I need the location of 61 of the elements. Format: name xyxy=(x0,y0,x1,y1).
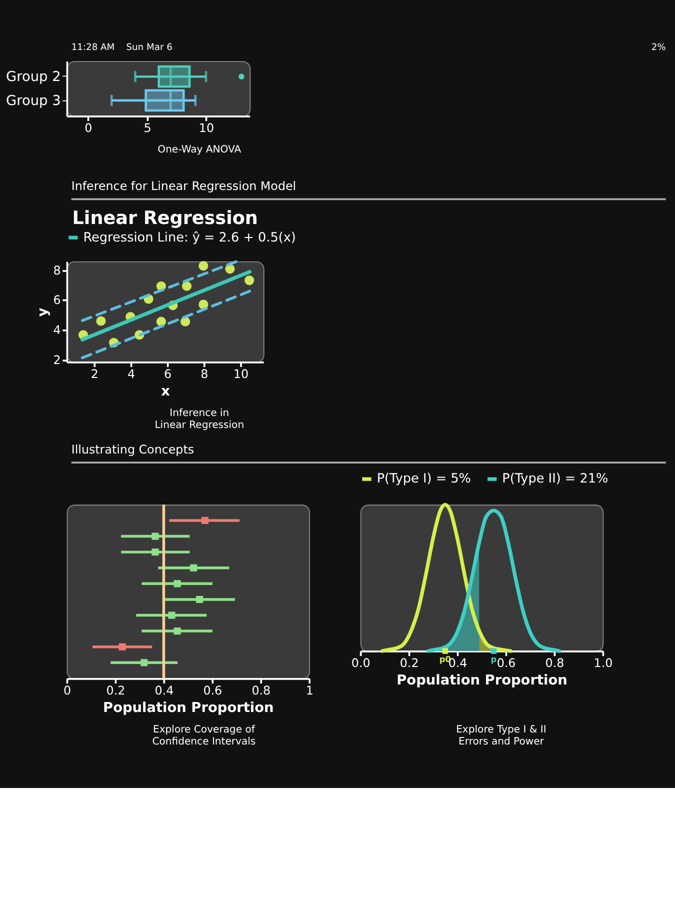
y-tick-label: Group 2 xyxy=(6,69,61,86)
x-tick-label: 0 xyxy=(63,683,72,698)
x-tick-label: 4 xyxy=(127,366,136,381)
x-tick-label: 1 xyxy=(306,683,314,698)
text: Sun Mar 6 xyxy=(126,43,173,54)
point xyxy=(190,564,198,572)
x-tick-label: 0.0 xyxy=(351,656,370,670)
x-tick-label: 1.0 xyxy=(594,656,613,670)
x-tick-label: 0 xyxy=(84,120,92,135)
x-tick-label: 10 xyxy=(233,366,249,381)
y-tick-label: 6 xyxy=(53,293,61,308)
x-tick-label: 5 xyxy=(144,120,152,135)
point xyxy=(201,516,208,524)
point xyxy=(182,281,192,291)
y-tick-label: 8 xyxy=(53,263,61,278)
y-tick-label: 4 xyxy=(53,323,61,338)
text: One-Way ANOVA xyxy=(158,144,242,156)
annotation: p0 xyxy=(439,654,452,664)
x-axis-title: x xyxy=(161,383,170,400)
point xyxy=(244,276,254,286)
point xyxy=(198,300,208,310)
x-tick-label: 10 xyxy=(198,120,214,135)
point xyxy=(196,596,204,603)
text: Inference for Linear Regression Model xyxy=(71,179,296,194)
text: Explore Coverage of Confidence Intervals xyxy=(152,724,256,748)
text: Illustrating Concepts xyxy=(71,442,194,456)
x-axis-title: Population Proportion xyxy=(396,672,568,688)
y-tick-label: Group 3 xyxy=(6,93,61,110)
x-tick-label: 2 xyxy=(90,366,98,381)
x-tick-label: 0.2 xyxy=(400,656,419,670)
point xyxy=(152,532,159,540)
point xyxy=(96,316,106,326)
x-tick-label: 0.2 xyxy=(106,683,126,698)
point xyxy=(198,261,208,271)
text: 2% xyxy=(651,43,666,54)
point xyxy=(174,628,181,635)
x-tick-label: 8 xyxy=(200,366,208,381)
legend-label: P(Type I) = 5% xyxy=(376,472,471,487)
x-tick-label: 0.4 xyxy=(154,683,174,698)
text: Inference in Linear Regression xyxy=(154,408,244,431)
text: 11:28 AM xyxy=(71,43,115,54)
point xyxy=(168,612,176,619)
text: Explore Type I & II Errors and Power xyxy=(456,724,546,748)
x-tick-label: 0.8 xyxy=(545,656,564,670)
point xyxy=(118,643,126,650)
point xyxy=(156,316,166,326)
x-tick-label: 0.8 xyxy=(252,683,271,698)
chart-title: Linear Regression xyxy=(72,208,258,229)
point xyxy=(180,316,190,326)
x-tick-label: 0.6 xyxy=(496,656,516,670)
x-axis-title: Population Proportion xyxy=(103,700,274,716)
y-axis-title: y xyxy=(34,308,51,317)
point xyxy=(152,548,159,556)
x-tick-label: 0.6 xyxy=(203,683,222,698)
x-tick-label: 6 xyxy=(164,366,172,381)
point xyxy=(140,659,148,666)
legend-label: Regression Line: ŷ = 2.6 + 0.5(x) xyxy=(83,230,296,246)
y-tick-label: 2 xyxy=(53,352,61,367)
annotation: p xyxy=(490,654,497,664)
legend-label: P(Type II) = 21% xyxy=(502,472,608,487)
point xyxy=(174,580,181,588)
